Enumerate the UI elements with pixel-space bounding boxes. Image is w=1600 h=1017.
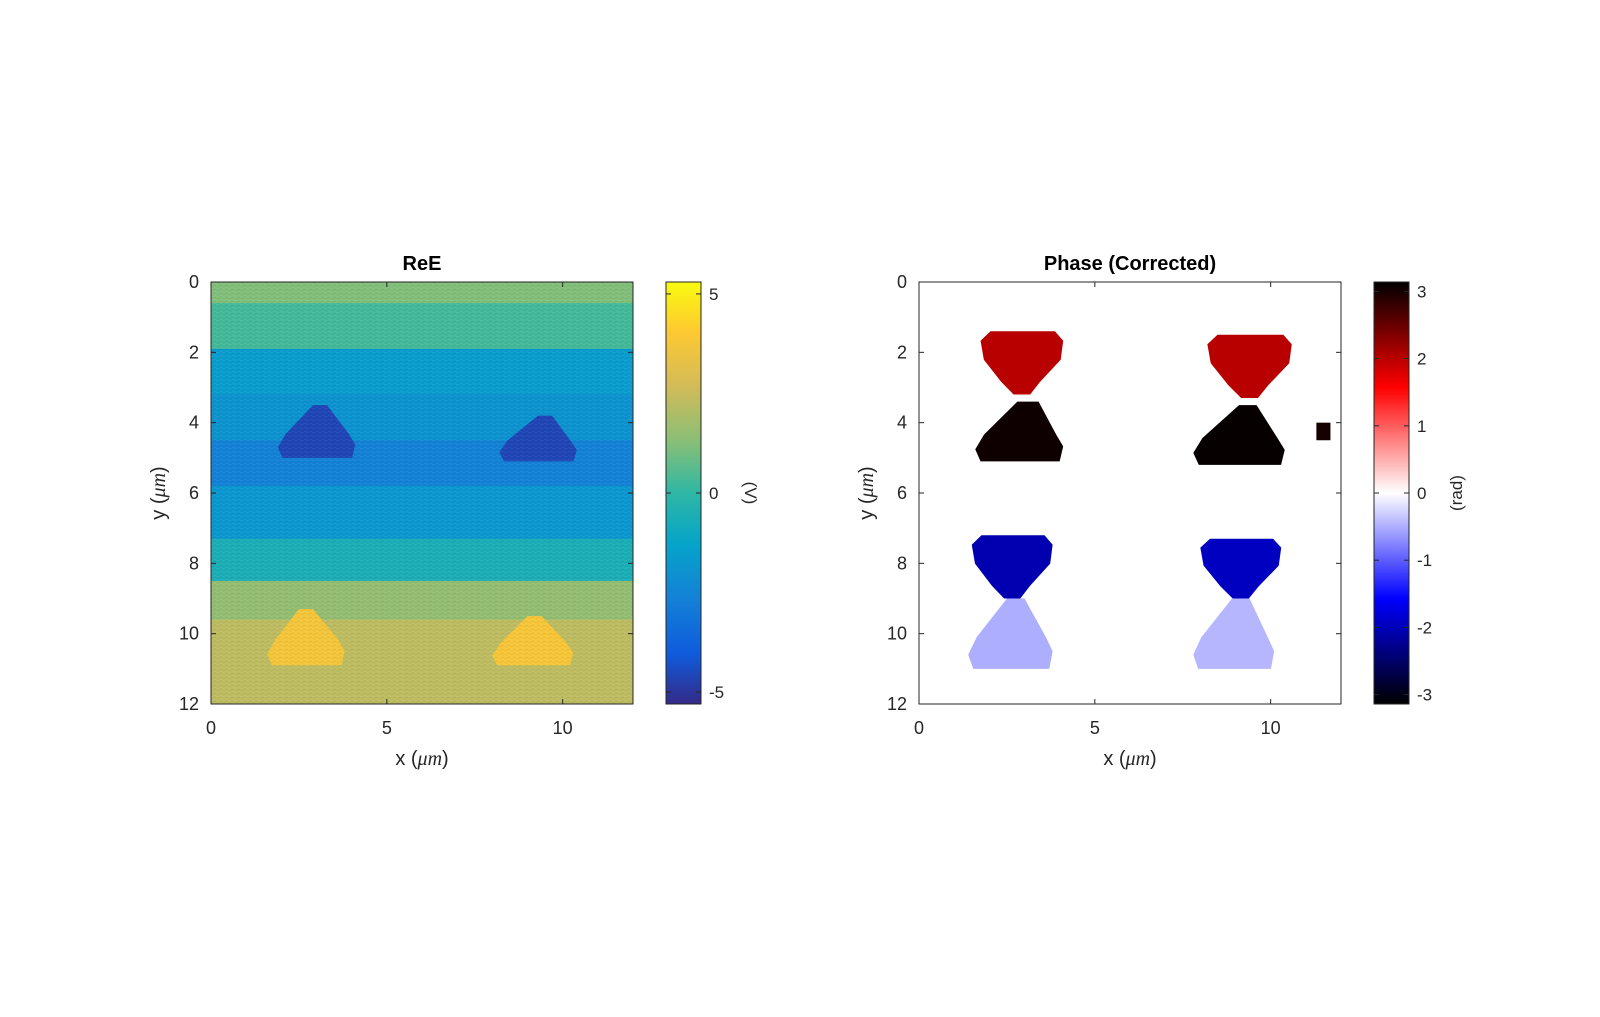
y-tick-label: 6 [897,483,907,503]
ree-panel: ReE 0 5 10 0 2 4 6 8 10 12 x (μm) y (μm) 5 0 -5 (V… [148,253,760,770]
y-tick-label: 8 [189,553,199,573]
colorbar-tick-label: 0 [1417,484,1426,503]
y-tick-label: 2 [897,342,907,362]
colorbar-label: (rad) [1447,475,1466,511]
chart-title: Phase (Corrected) [1044,253,1216,275]
y-axis-label: y (μm) [856,466,878,519]
x-tick-label: 10 [553,718,573,738]
phase-feature [971,535,1053,599]
ree-heatmap [211,282,633,704]
y-tick-label: 0 [189,272,199,292]
colorbar-label: (V) [741,482,760,505]
colorbar-ticks: 5 0 -5 [666,285,724,702]
y-axis-ticks: 0 2 4 6 8 10 12 [179,272,633,714]
x-axis-ticks: 0 5 10 [206,282,573,738]
phase-feature [1193,405,1285,465]
y-tick-label: 4 [189,413,199,433]
phase-feature [1200,538,1282,599]
colorbar-tick-label: 5 [709,285,718,304]
colorbar [1373,281,1410,705]
phase-feature [975,401,1064,462]
y-tick-label: 10 [179,624,199,644]
chart-title: ReE [403,253,442,275]
y-tick-label: 10 [887,624,907,644]
x-tick-label: 10 [1261,718,1281,738]
phase-feature [980,331,1064,395]
y-tick-label: 6 [189,483,199,503]
colorbar-tick-label: -3 [1417,686,1432,705]
y-tick-label: 12 [887,694,907,714]
x-tick-label: 5 [382,718,392,738]
x-axis-label: x (μm) [395,748,448,770]
x-axis-ticks: 0 5 10 [914,282,1281,738]
colorbar-tick-label: 1 [1417,417,1426,436]
y-tick-label: 0 [897,272,907,292]
x-tick-label: 5 [1090,718,1100,738]
y-tick-label: 4 [897,413,907,433]
y-axis-label: y (μm) [148,466,170,519]
colorbar-tick-label: 3 [1417,282,1426,301]
colorbar-tick-label: -2 [1417,618,1432,637]
y-tick-label: 2 [189,342,199,362]
phase-feature [1316,422,1331,441]
x-axis-label: x (μm) [1103,748,1156,770]
colorbar-tick-label: -1 [1417,551,1432,570]
y-tick-label: 12 [179,694,199,714]
phase-heatmap [968,331,1331,669]
phase-feature [968,598,1053,669]
colorbar-tick-label: 0 [709,484,718,503]
y-axis-ticks: 0 2 4 6 8 10 12 [887,272,1341,714]
y-tick-label: 8 [897,553,907,573]
noise-texture [211,282,633,704]
colorbar-tick-label: 2 [1417,350,1426,369]
colorbar-ticks: 3 2 1 0 -1 -2 -3 [1374,282,1432,705]
colorbar-tick-label: -5 [709,683,724,702]
phase-feature [1193,598,1275,669]
colorbar [665,281,702,705]
phase-feature [1207,334,1292,399]
x-tick-label: 0 [914,718,924,738]
x-tick-label: 0 [206,718,216,738]
